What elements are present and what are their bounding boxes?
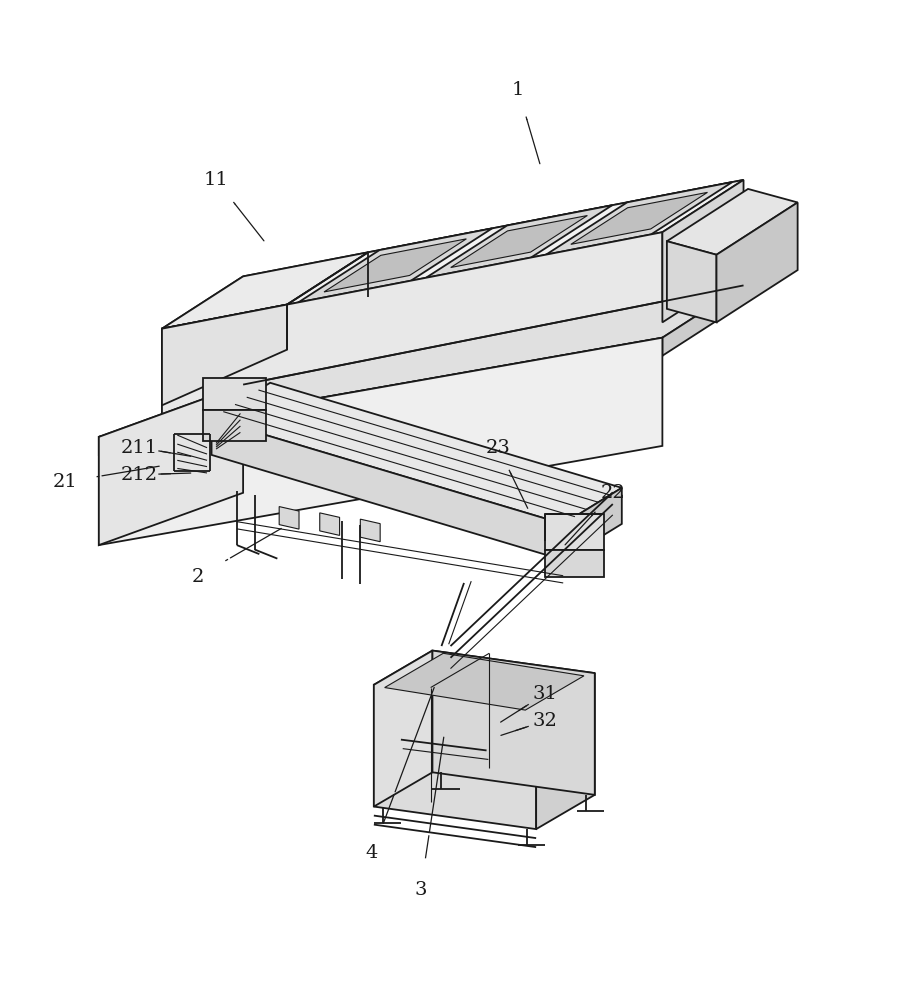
Polygon shape: [162, 232, 662, 437]
Polygon shape: [211, 383, 622, 524]
Text: 1: 1: [512, 81, 524, 99]
Polygon shape: [563, 488, 622, 560]
Polygon shape: [99, 385, 243, 545]
Polygon shape: [667, 241, 716, 322]
Polygon shape: [360, 519, 380, 542]
Polygon shape: [203, 410, 266, 441]
Text: 11: 11: [204, 171, 228, 189]
Text: 22: 22: [601, 484, 625, 502]
Polygon shape: [432, 651, 595, 795]
Polygon shape: [211, 419, 563, 560]
Polygon shape: [99, 338, 662, 545]
Polygon shape: [298, 228, 492, 302]
Polygon shape: [667, 189, 798, 255]
Polygon shape: [450, 216, 587, 268]
Polygon shape: [662, 180, 743, 322]
Polygon shape: [571, 192, 707, 244]
Polygon shape: [545, 550, 603, 577]
Polygon shape: [374, 651, 595, 707]
Polygon shape: [319, 513, 339, 535]
Text: 23: 23: [486, 439, 511, 457]
Polygon shape: [536, 673, 595, 829]
Polygon shape: [426, 205, 612, 278]
Polygon shape: [279, 507, 299, 529]
Text: 32: 32: [532, 712, 558, 730]
Text: 31: 31: [532, 685, 558, 703]
Polygon shape: [162, 305, 287, 405]
Polygon shape: [162, 180, 743, 329]
Polygon shape: [374, 685, 536, 829]
Polygon shape: [162, 252, 369, 329]
Polygon shape: [545, 514, 603, 550]
Text: 3: 3: [414, 881, 427, 899]
Polygon shape: [99, 285, 743, 437]
Text: 2: 2: [192, 568, 204, 586]
Text: 21: 21: [53, 473, 78, 491]
Polygon shape: [662, 285, 743, 356]
Polygon shape: [287, 180, 743, 305]
Polygon shape: [324, 239, 467, 292]
Polygon shape: [374, 651, 432, 807]
Text: 212: 212: [121, 466, 158, 484]
Polygon shape: [162, 305, 287, 405]
Polygon shape: [716, 202, 798, 322]
Text: 211: 211: [121, 439, 158, 457]
Polygon shape: [385, 653, 584, 710]
Polygon shape: [99, 338, 662, 455]
Polygon shape: [546, 182, 733, 255]
Polygon shape: [203, 378, 266, 410]
Polygon shape: [162, 232, 662, 437]
Text: 4: 4: [366, 844, 379, 862]
